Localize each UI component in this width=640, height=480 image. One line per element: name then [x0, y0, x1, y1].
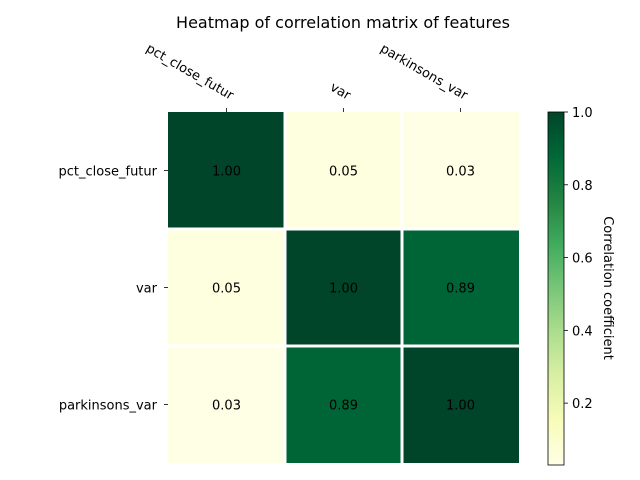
heatmap-cell-r2-c1 — [286, 347, 401, 463]
cell-value-label: 1.00 — [329, 282, 358, 297]
colorbar-tick-label: 0.8 — [572, 179, 593, 194]
colorbar-tick-label: 1.0 — [572, 106, 593, 121]
column-label: var — [327, 80, 353, 104]
heatmap-cell-r2-c0 — [168, 347, 284, 463]
colorbar-tick-label: 0.6 — [572, 252, 593, 267]
cell-value-label: 0.89 — [329, 399, 358, 414]
cell-value-label: 0.05 — [212, 282, 241, 297]
colorbar-label: Correlation coefficient — [600, 216, 615, 360]
heatmap-cell-r1-c0 — [168, 230, 284, 345]
column-label: pct_close_futur — [143, 41, 236, 104]
cell-value-label: 0.03 — [446, 165, 475, 180]
cell-value-label: 0.03 — [212, 399, 241, 414]
cell-value-label: 1.00 — [446, 399, 475, 414]
heatmap-cell-r0-c2 — [403, 112, 519, 228]
row-label: var — [136, 282, 158, 297]
row-label: pct_close_futur — [59, 165, 158, 180]
heatmap-cell-r1-c2 — [403, 230, 519, 345]
row-label: parkinsons_var — [59, 399, 158, 414]
colorbar-tick-label: 0.4 — [572, 324, 593, 339]
heatmap-cell-r1-c1 — [286, 230, 401, 345]
colorbar-tick-label: 0.2 — [572, 397, 593, 412]
heatmap-cell-r0-c1 — [286, 112, 401, 228]
heatmap-cell-r2-c2 — [403, 347, 519, 463]
column-label: parkinsons_var — [377, 41, 470, 103]
cell-value-label: 1.00 — [212, 165, 241, 180]
heatmap-cell-r0-c0 — [168, 112, 284, 228]
colorbar — [547, 111, 565, 466]
cell-value-label: 0.05 — [329, 165, 358, 180]
cell-value-label: 0.89 — [446, 282, 475, 297]
chart-title: Heatmap of correlation matrix of feature… — [176, 13, 510, 32]
